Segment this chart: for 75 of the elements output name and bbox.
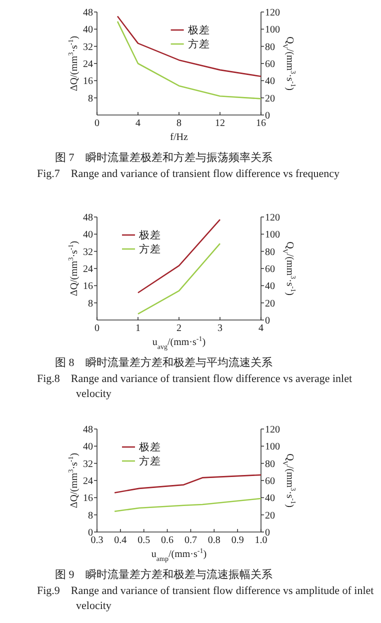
y2-tick-label: 0: [265, 528, 270, 538]
y-tick-label: 48: [83, 8, 93, 18]
y-tick-label: 8: [88, 93, 93, 104]
x-axis-title: u$_{amp}$/(mm·s$^{-1}$): [151, 547, 207, 563]
y2-tick-label: 60: [265, 476, 275, 487]
y2-tick-label: 20: [265, 510, 275, 522]
x-tick-label: 4: [136, 118, 140, 129]
y-tick-label: 8: [88, 510, 93, 522]
x-tick-label: 0.6: [161, 535, 174, 546]
y2-tick-label: 120: [265, 8, 280, 18]
x-tick-label: 3: [218, 323, 222, 334]
x-tick-label: 0.4: [114, 535, 127, 546]
x-tick-label: 1.0: [254, 535, 268, 546]
legend-label: 方差: [139, 454, 161, 468]
y-tick-label: 32: [83, 42, 93, 53]
y2-tick-label: 40: [265, 76, 275, 88]
y2-tick-label: 100: [265, 442, 280, 453]
y-tick-label: 24: [83, 59, 93, 70]
y-tick-label: 40: [83, 442, 93, 453]
legend-label: 极差: [138, 230, 161, 242]
y2-tick-label: 40: [265, 281, 275, 292]
line-series: [114, 498, 262, 512]
y-tick-label: 40: [83, 24, 93, 36]
caption: Fig.8 Range and variance of transient flow difference vs average inlet velocity: [37, 372, 354, 402]
y-tick-label: 32: [83, 458, 93, 470]
x-axis-title: f/Hz: [170, 132, 188, 143]
x-tick-label: 4: [258, 323, 264, 334]
y-tick-label: 16: [83, 493, 93, 504]
line-series: [116, 16, 262, 78]
line-series: [116, 20, 262, 100]
line-series: [114, 474, 262, 494]
x-tick-label: 16: [256, 118, 266, 129]
y-tick-label: 0: [88, 528, 93, 538]
y-tick-label: 48: [83, 424, 93, 436]
y2-tick-label: 20: [265, 93, 275, 104]
caption: 图 7 瞬时流量差极差和方差与振荡频率关系: [55, 151, 272, 166]
x-tick-label: 1: [136, 323, 140, 334]
x-tick-label: 0.8: [208, 535, 220, 546]
legend-label: 极差: [138, 442, 161, 454]
x-tick-label: 2: [176, 323, 182, 334]
y2-tick-label: 40: [265, 493, 275, 504]
x-axis-title: u$_{avg}$/(mm·s$^{-1}$): [152, 335, 206, 351]
y2-tick-label: 20: [265, 298, 275, 310]
caption: 图 9 瞬时流量差方差和极差与流速振幅关系: [55, 568, 272, 583]
y2-tick-label: 60: [265, 59, 275, 70]
y2-tick-label: 120: [265, 212, 280, 224]
caption: Fig.9 Range and variance of transient flow difference vs amplitude of inlet velocity: [37, 584, 375, 614]
y-tick-label: 8: [88, 298, 93, 310]
y2-tick-label: 100: [265, 230, 280, 241]
y-tick-label: 16: [83, 281, 93, 292]
y-tick-label: 48: [83, 212, 93, 224]
legend-label: 极差: [186, 24, 210, 36]
x-tick-label: 0.9: [231, 535, 244, 546]
y2-tick-label: 120: [265, 424, 280, 436]
y2-tick-label: 80: [265, 458, 275, 470]
y2-tick-label: 80: [265, 246, 275, 258]
x-tick-label: 12: [215, 118, 225, 129]
y2-tick-label: 80: [265, 42, 275, 53]
legend-label: 方差: [139, 242, 161, 256]
y-tick-label: 16: [83, 76, 93, 88]
legend-label: 方差: [188, 38, 210, 50]
y-tick-label: 24: [83, 476, 93, 487]
caption: Fig.7 Range and variance of transient flow difference vs frequency: [37, 167, 340, 182]
x-tick-label: 8: [176, 118, 182, 129]
y2-tick-label: 0: [265, 316, 270, 326]
x-tick-label: 0.5: [138, 535, 150, 546]
y-tick-label: 40: [83, 230, 93, 241]
y-tick-label: 24: [83, 264, 93, 275]
caption: 图 8 瞬时流量差方差和极差与平均流速关系: [55, 356, 272, 371]
y-tick-label: 32: [83, 246, 93, 258]
y2-tick-label: 100: [265, 24, 280, 36]
x-tick-label: 0.7: [184, 535, 197, 546]
x-tick-label: 0.3: [90, 535, 104, 546]
y2-tick-label: 60: [265, 264, 275, 275]
y2-tick-label: 0: [265, 110, 270, 122]
